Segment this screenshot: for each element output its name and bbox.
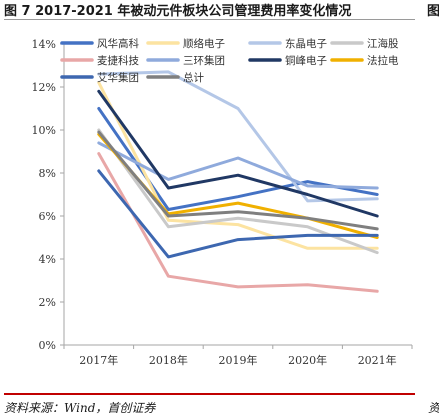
- legend-label: 风华高科: [97, 37, 139, 50]
- y-tick-label: 2%: [39, 296, 56, 309]
- series-line: [97, 81, 379, 250]
- source-note: 资料来源：Wind，首创证券: [4, 401, 156, 415]
- series-line: [97, 169, 379, 259]
- legend-label: 顺络电子: [183, 37, 225, 50]
- adjacent-source-clip: 资: [428, 401, 439, 415]
- y-tick-label: 10%: [32, 124, 56, 137]
- legend-label: 麦捷科技: [97, 54, 139, 67]
- y-tick-label: 0%: [39, 339, 56, 352]
- legend-label: 艾华集团: [97, 71, 139, 84]
- y-tick-label: 14%: [32, 38, 56, 51]
- x-tick-label: 2021年: [358, 353, 397, 367]
- series-line: [97, 130, 379, 231]
- source-divider: [4, 393, 415, 395]
- y-axis: 0% 2% 4% 6% 8% 10% 12% 14%: [32, 38, 65, 352]
- series-line: [97, 141, 379, 190]
- x-tick-label: 2020年: [288, 353, 327, 367]
- legend-label: 江海股: [367, 37, 399, 50]
- series-layer: [97, 70, 379, 293]
- adjacent-figure-title-clip: 图: [427, 4, 439, 19]
- legend-label: 铜峰电子: [285, 54, 327, 67]
- y-tick-label: 12%: [32, 81, 56, 94]
- series-line: [97, 152, 379, 293]
- y-tick-label: 6%: [39, 210, 56, 223]
- legend-label: 法拉电: [367, 54, 399, 67]
- legend-label: 总计: [183, 71, 204, 84]
- figure-title: 图 7 2017-2021 年被动元件板块公司管理费用率变化情况: [4, 4, 352, 19]
- legend-label: 三环集团: [183, 54, 225, 67]
- y-tick-label: 4%: [39, 253, 56, 266]
- series-line: [97, 89, 379, 218]
- x-axis: 2017年 2018年 2019年 2020年 2021年: [63, 344, 413, 367]
- x-tick-label: 2019年: [219, 353, 258, 367]
- x-tick-label: 2017年: [79, 353, 118, 367]
- y-tick-label: 8%: [39, 167, 56, 180]
- title-divider: [4, 19, 415, 20]
- x-tick-label: 2018年: [149, 353, 188, 367]
- line-chart: 0% 2% 4% 6% 8% 10% 12% 14% 2017年 2018年 2019年 2020年…: [32, 37, 413, 367]
- legend-label: 东晶电子: [285, 37, 327, 50]
